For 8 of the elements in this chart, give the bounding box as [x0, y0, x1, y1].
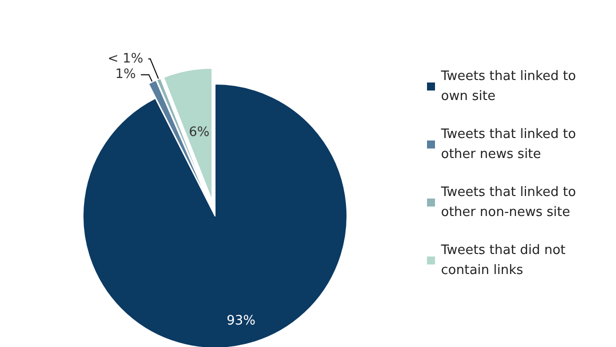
data-label: 93% [226, 314, 256, 329]
legend-label: Tweets that linked to own site [440, 69, 580, 104]
data-label: < 1% [108, 51, 144, 66]
data-label: 6% [188, 124, 210, 140]
legend-label: Tweets that did not contain links [440, 243, 570, 278]
legend-label: Tweets that linked to other non-news site [440, 185, 580, 220]
legend-label: Tweets that linked to other news site [440, 127, 580, 162]
data-label: 1% [115, 67, 136, 82]
